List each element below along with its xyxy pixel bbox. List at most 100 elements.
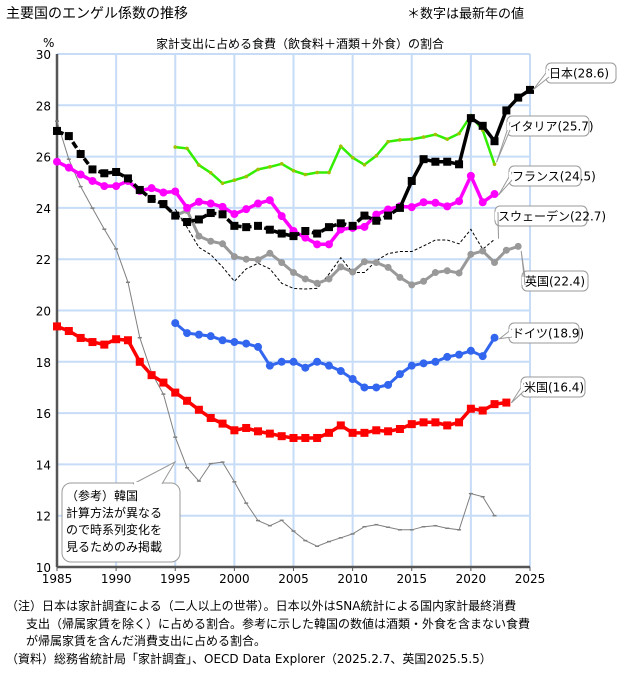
data-point [301,275,309,283]
data-point [313,357,322,366]
data-point [123,336,132,345]
data-point [277,357,286,366]
data-point [384,380,393,389]
y-tick-label: 24 [36,202,51,216]
x-tick-label: 2000 [219,572,250,586]
data-point [265,361,274,370]
data-point [457,131,461,136]
data-point [289,433,298,442]
data-point [348,221,357,230]
data-point [242,339,251,348]
data-point [53,126,61,135]
series-line [174,208,519,287]
data-point [324,223,333,232]
data-point [514,242,522,250]
data-point [315,170,319,175]
data-point [194,197,203,206]
x-tick-label: 1995 [160,572,191,586]
y-tick-label: 12 [36,510,51,524]
data-point [313,279,321,287]
callout-pointer [497,211,500,239]
latest-value-note: ＊数字は最新年の値 [407,7,525,22]
data-point [407,361,416,370]
data-point [360,258,368,266]
data-point [112,167,121,176]
callout-pointer [498,171,513,196]
series-ドイツ [171,319,499,392]
data-point [289,357,298,366]
data-point [244,174,248,179]
label-us: 米国(16.4) [510,376,586,404]
data-point [242,423,251,432]
data-point [467,250,475,258]
data-point [183,329,192,338]
data-point [219,240,227,248]
data-point [88,165,97,174]
callout-pointer [510,382,525,404]
data-point [303,172,308,177]
data-point [336,219,345,228]
data-point [76,150,85,159]
data-point [112,335,121,344]
callout-pointer [496,121,511,163]
data-point [301,226,310,235]
data-point [159,378,168,387]
series-line [56,129,401,238]
data-point [336,367,345,376]
data-point [443,202,452,211]
data-point [478,406,487,415]
series-米国 [53,322,511,442]
data-point [431,198,440,207]
callout-pointer [132,460,177,485]
y-tick-label: 30 [36,48,51,62]
data-point [490,333,499,342]
callout-pointer [497,328,513,340]
data-point [420,277,428,285]
x-tick-label: 2015 [396,572,427,586]
data-point [490,190,499,199]
data-point [64,327,73,336]
data-point [53,322,61,331]
data-point [360,428,369,437]
data-point [372,426,381,435]
y-tick-label: 26 [36,151,51,165]
data-point [171,211,180,220]
data-point [173,145,178,149]
footnotes: （注）日本は家計調査による（二人以上の世帯）。日本以外はSNA統計による国内家計… [6,598,530,668]
data-point [218,210,227,219]
y-tick-label: 20 [36,305,51,319]
data-point [185,146,189,151]
data-point [112,182,121,191]
data-point [455,418,464,427]
data-point [265,225,274,234]
label-italy: イタリア(25.7) [496,115,594,163]
data-point [386,139,390,144]
data-point [171,187,180,196]
series-英国 [171,206,522,289]
data-point [445,137,450,141]
data-point [325,275,333,283]
data-point [466,346,475,355]
data-point [384,205,393,214]
data-point [455,197,464,206]
data-point [291,168,296,173]
callout-text: 計算方法が異なる [66,505,162,520]
series-label: ドイツ(18.9) [512,327,584,341]
data-point [100,182,109,191]
data-point [372,210,381,219]
data-point [147,184,156,193]
x-tick-label: 2025 [515,572,546,586]
data-point [395,370,404,379]
data-point [443,421,452,430]
data-point [195,232,203,240]
data-point [254,256,262,264]
data-point [372,383,381,392]
data-point [360,211,369,220]
data-point [478,198,487,207]
label-france: フランス(24.5) [498,165,596,196]
data-point [372,216,381,225]
data-point [490,400,499,409]
data-point [242,223,251,232]
data-point [396,273,404,281]
